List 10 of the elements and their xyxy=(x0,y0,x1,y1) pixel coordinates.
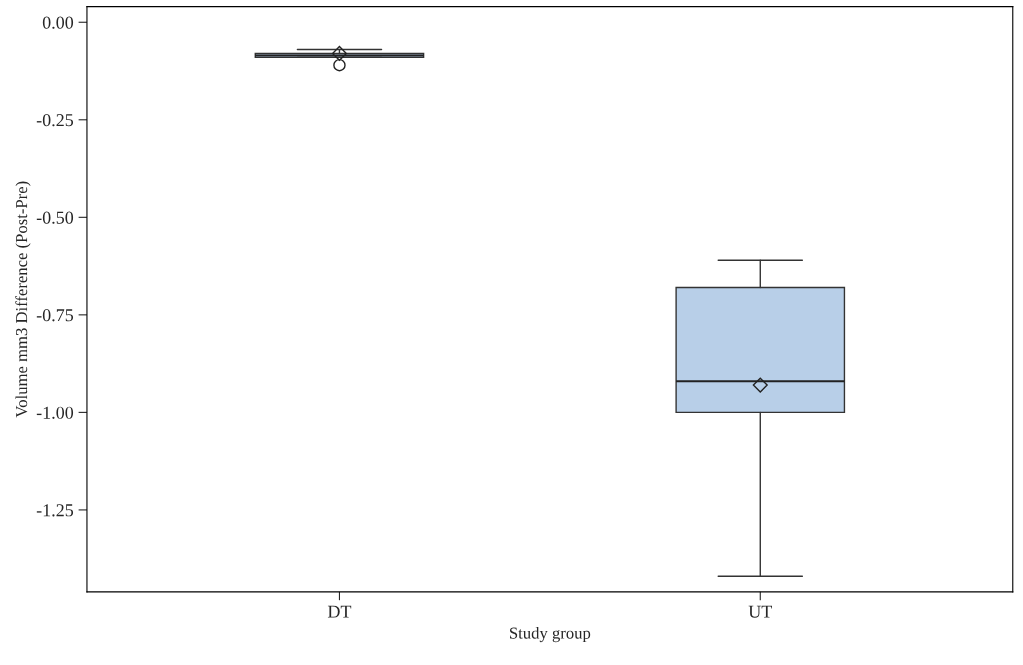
x-tick-label: UT xyxy=(748,605,773,618)
y-tick-label: -1.25 xyxy=(36,504,74,517)
y-tick-label: -0.25 xyxy=(36,114,74,127)
y-tick-label: -1.00 xyxy=(36,406,74,419)
y-axis-title: Volume mm3 Difference (Post-Pre) xyxy=(15,181,31,418)
y-tick-label: -0.50 xyxy=(36,211,74,224)
x-axis-title: Study group xyxy=(510,626,591,643)
x-tick-label: DT xyxy=(327,605,352,618)
y-tick-label: 0.00 xyxy=(42,16,74,29)
y-tick-label: -0.75 xyxy=(36,309,74,322)
